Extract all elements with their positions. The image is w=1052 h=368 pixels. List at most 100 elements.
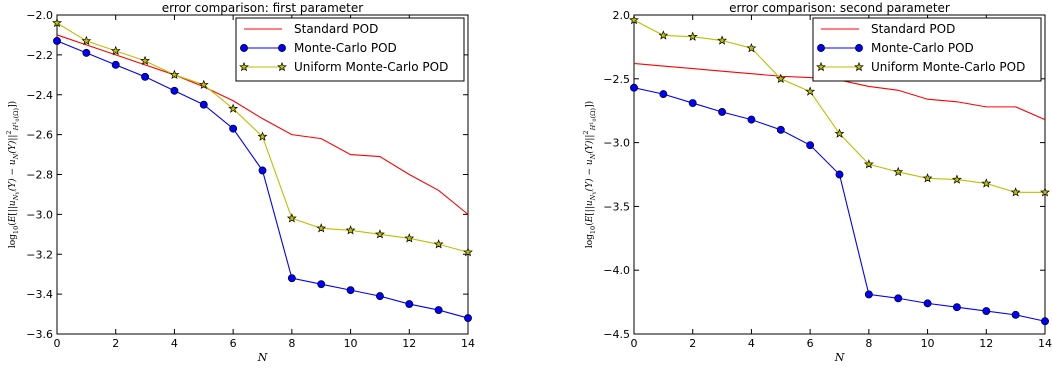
point-uniform-monte-carlo-pod-marker — [981, 178, 992, 188]
point-uniform-monte-carlo-pod-marker — [463, 247, 473, 257]
y-tick-label: −2.4 — [26, 89, 53, 102]
point-monte-carlo-pod-marker — [688, 99, 697, 107]
series-line-monte-carlo-pod — [56, 40, 469, 319]
point-uniform-monte-carlo-pod-marker — [863, 159, 874, 169]
x-tick-label: 2 — [112, 337, 119, 350]
y-tick-label: −2.0 — [26, 9, 53, 22]
y-tick-label: 2.0 — [613, 9, 631, 22]
point-uniform-monte-carlo-pod-marker — [1010, 187, 1021, 197]
x-tick-label: 6 — [807, 337, 814, 350]
series-line-monte-carlo-pod — [633, 87, 1046, 322]
point-monte-carlo-pod-marker — [776, 125, 785, 134]
point-uniform-monte-carlo-pod-marker — [658, 30, 669, 40]
point-uniform-monte-carlo-pod-marker — [257, 131, 268, 141]
y-tick-label: −2.6 — [26, 129, 53, 142]
legend: Standard POD Monte-Carlo POD Uniform Monte… — [235, 17, 465, 82]
point-monte-carlo-pod-marker — [346, 286, 355, 295]
point-uniform-monte-carlo-pod-marker — [169, 69, 180, 79]
point-monte-carlo-pod-marker — [170, 86, 179, 95]
series-standard-pod — [56, 34, 469, 215]
x-tick-label: 8 — [865, 337, 872, 350]
legend-label: Uniform Monte-Carlo POD — [871, 60, 1025, 74]
point-uniform-monte-carlo-pod-marker — [717, 35, 727, 45]
point-uniform-monte-carlo-pod-marker — [198, 79, 209, 89]
legend-marker-marker — [854, 61, 864, 72]
point-uniform-monte-carlo-pod-marker — [52, 17, 62, 28]
x-tick-label: 14 — [1038, 337, 1052, 350]
y-tick-label: −4.0 — [603, 264, 630, 277]
chart-title: error comparison: first parameter — [162, 1, 363, 15]
x-tick-label: 10 — [344, 337, 358, 350]
legend: Standard POD Monte-Carlo POD Uniform Monte… — [812, 17, 1042, 82]
point-monte-carlo-pod-marker — [405, 300, 414, 309]
point-monte-carlo-pod-marker — [659, 90, 668, 99]
y-tick-label: −2.5 — [603, 73, 630, 86]
x-axis-label: N — [257, 351, 268, 364]
x-tick-label: 2 — [689, 337, 696, 350]
point-uniform-monte-carlo-pod-marker — [110, 45, 121, 56]
x-tick-label: 8 — [288, 337, 295, 350]
series-monte-carlo-pod — [630, 83, 1049, 326]
chart-1: error comparison: first parameter 0 2 4 6 8 10… — [5, 1, 475, 364]
point-monte-carlo-pod-marker — [141, 72, 150, 81]
point-monte-carlo-pod-marker — [952, 303, 961, 312]
legend-marker-marker — [817, 44, 825, 52]
x-tick-label: 0 — [631, 337, 638, 350]
point-uniform-monte-carlo-pod-marker — [629, 14, 639, 25]
x-tick-label: 6 — [230, 337, 237, 350]
y-tick-label: −3.2 — [26, 248, 53, 261]
legend-marker-marker — [239, 61, 249, 72]
point-uniform-monte-carlo-pod-marker — [404, 233, 415, 243]
point-monte-carlo-pod-marker — [630, 83, 638, 92]
point-monte-carlo-pod-marker — [464, 314, 472, 322]
chart-title: error comparison: second parameter — [729, 1, 950, 15]
series-uniform-monte-carlo-pod — [52, 17, 473, 257]
x-tick-label: 12 — [402, 337, 416, 350]
legend-label: Standard POD — [871, 22, 955, 36]
point-uniform-monte-carlo-pod-marker — [952, 174, 962, 184]
legend-label: Standard POD — [294, 22, 378, 36]
x-tick-label: 0 — [54, 337, 61, 350]
point-monte-carlo-pod-marker — [982, 307, 991, 315]
x-tick-label: 10 — [921, 337, 935, 350]
point-uniform-monte-carlo-pod-marker — [228, 103, 239, 113]
point-monte-carlo-pod-marker — [317, 280, 326, 289]
point-monte-carlo-pod-marker — [258, 166, 267, 175]
legend-label: Monte-Carlo POD — [871, 41, 974, 55]
y-tick-label: −2.8 — [26, 169, 53, 182]
x-tick-label: 12 — [979, 337, 993, 350]
legend-marker-marker — [855, 44, 863, 52]
series-uniform-monte-carlo-pod — [629, 14, 1050, 197]
y-tick-label: −4.5 — [603, 328, 630, 341]
point-monte-carlo-pod-marker — [747, 115, 756, 124]
point-monte-carlo-pod-marker — [923, 299, 932, 308]
point-uniform-monte-carlo-pod-marker — [746, 43, 757, 53]
point-uniform-monte-carlo-pod-marker — [687, 31, 698, 41]
legend-label: Monte-Carlo POD — [294, 41, 397, 55]
point-monte-carlo-pod-marker — [718, 108, 727, 116]
point-monte-carlo-pod-marker — [806, 141, 815, 150]
point-monte-carlo-pod-marker — [375, 292, 384, 301]
point-uniform-monte-carlo-pod-marker — [286, 213, 297, 223]
point-uniform-monte-carlo-pod-marker — [433, 239, 444, 249]
chart-2: error comparison: second parameter 0 2 4 6 8 1… — [582, 1, 1052, 364]
x-tick-label: 4 — [748, 337, 755, 350]
point-monte-carlo-pod-marker — [835, 170, 844, 179]
plot-area — [633, 14, 1046, 335]
y-tick-label: −3.5 — [603, 200, 630, 213]
y-axis-label: log10(E[||uNY(Y) − uN(Y)||2H10(Ω)]) — [5, 101, 21, 248]
y-tick-label: −3.4 — [26, 288, 53, 301]
point-uniform-monte-carlo-pod-marker — [805, 86, 816, 96]
point-monte-carlo-pod-marker — [199, 100, 208, 109]
y-tick-label: −2.2 — [26, 49, 53, 62]
point-uniform-monte-carlo-pod-marker — [316, 223, 327, 233]
point-monte-carlo-pod-marker — [111, 60, 120, 69]
y-tick-label: −3.0 — [603, 137, 630, 150]
point-monte-carlo-pod-marker — [287, 274, 296, 283]
y-axis-label: log10(E[||uNY(Y) − uN(Y)||2H10(Ω)]) — [582, 101, 598, 248]
series-line-standard-pod — [56, 34, 469, 215]
point-uniform-monte-carlo-pod-marker — [922, 173, 933, 183]
x-axis-label: N — [834, 351, 845, 364]
point-uniform-monte-carlo-pod-marker — [775, 73, 786, 83]
